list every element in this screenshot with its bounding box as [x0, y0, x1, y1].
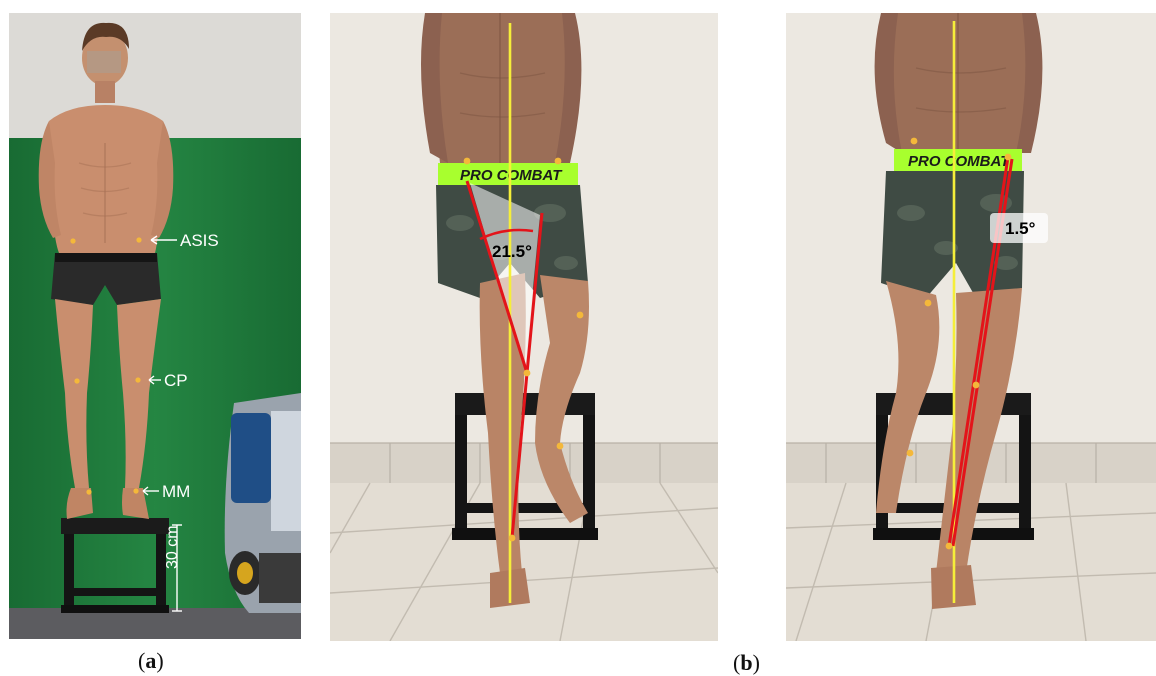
femur-line	[465, 180, 529, 374]
right-leg	[117, 299, 161, 488]
waistband	[438, 163, 578, 185]
tibia-line	[510, 372, 529, 539]
height-label: 30 cm	[164, 525, 181, 569]
cp-label: CP	[164, 371, 188, 390]
blurred-face	[87, 51, 121, 73]
waistband-text: PRO COMBAT	[908, 153, 1011, 170]
height-bracket	[172, 524, 182, 612]
panel-a-scene	[9, 13, 301, 639]
torso	[49, 105, 163, 253]
mm-label: MM	[162, 482, 191, 501]
asis-label: ASIS	[180, 231, 219, 250]
left-leg	[55, 299, 93, 488]
cp-marker-left	[74, 378, 80, 384]
step-box	[61, 518, 169, 613]
asis-marker-right	[136, 237, 142, 243]
panel-a-photo: ASIS CP MM 30 cm	[9, 13, 301, 639]
right-angle-value: 1.5°	[1005, 219, 1036, 238]
angle-arc	[479, 228, 534, 241]
knee-marker	[972, 381, 980, 389]
asis-marker-left	[70, 238, 76, 244]
left-angle-value: 21.5°	[492, 242, 532, 261]
mm-marker-left	[86, 489, 92, 495]
stance-leg	[936, 288, 1022, 573]
angle-label-backdrop	[990, 213, 1048, 243]
panel-b-left-photo: PRO COMBAT 21.5°	[330, 13, 718, 641]
stance-reference-line	[525, 212, 544, 374]
cp-marker-right	[135, 377, 141, 383]
asis-marker	[1004, 153, 1012, 161]
waistband-text: PRO COMBAT	[460, 167, 563, 184]
asis-marker	[463, 157, 471, 165]
panel-b-right-scene: PRO COMBAT	[786, 13, 1156, 641]
ankle-marker	[508, 534, 516, 542]
shorts	[51, 253, 161, 305]
ankle-marker	[945, 542, 953, 550]
waistband	[894, 149, 1022, 171]
panel-b-left-scene: PRO COMBAT	[330, 13, 718, 641]
panel-b-right-photo: PRO COMBAT 1.5°	[786, 13, 1156, 641]
knee-marker	[523, 369, 531, 377]
raised-leg	[535, 275, 589, 523]
mm-marker-right	[133, 488, 139, 494]
caption-b: (b)	[733, 650, 760, 675]
caption-a: (a)	[138, 648, 164, 673]
depth-camera	[224, 393, 301, 613]
raised-leg	[876, 281, 940, 513]
